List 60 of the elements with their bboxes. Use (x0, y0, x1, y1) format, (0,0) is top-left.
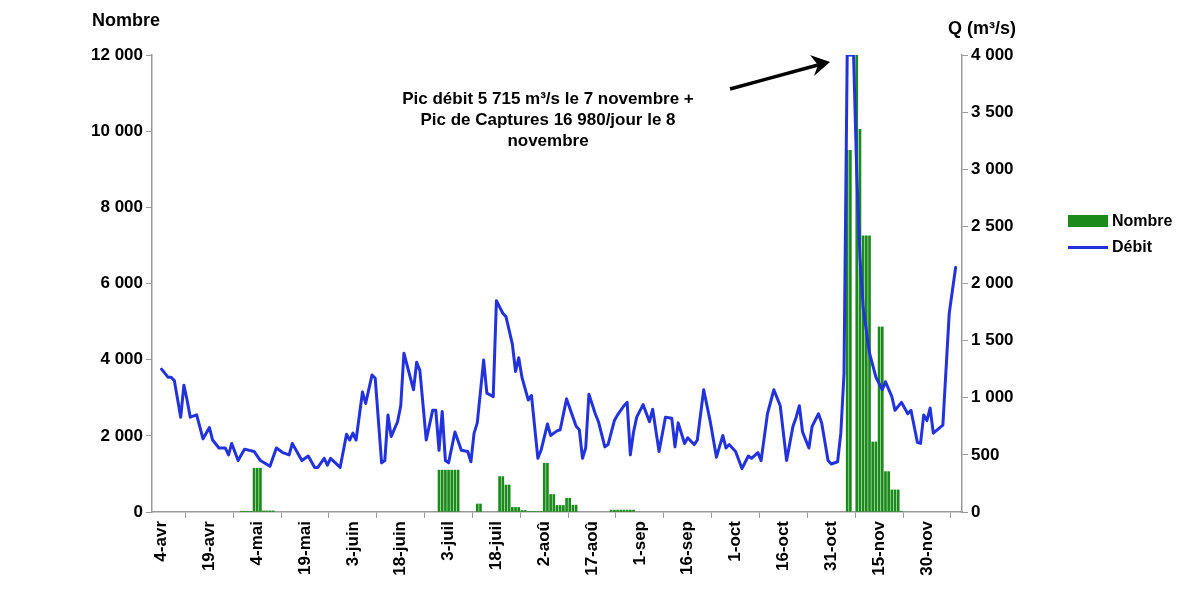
bar (542, 462, 546, 512)
y2-tick-label: 3 500 (971, 101, 1014, 121)
y2-tick-label: 1 000 (971, 387, 1014, 407)
x-tick-label: 31-oct (820, 520, 840, 572)
legend-label: Nombre (1112, 212, 1173, 230)
bar (609, 509, 613, 512)
bar (444, 469, 447, 512)
x-tick-label: 30-nov (916, 520, 936, 576)
bar (565, 497, 568, 512)
bar (568, 497, 572, 512)
x-tick-label: 2-aoû (533, 521, 553, 567)
x-tick-label: 4-mai (246, 521, 266, 566)
x-tick-label: 18-juin (390, 521, 410, 576)
y2-tick-label: 2 500 (971, 216, 1014, 236)
x-tick-label: 16-oct (773, 520, 793, 572)
bar (616, 509, 619, 512)
bar (887, 471, 890, 512)
bar (629, 509, 632, 512)
bar (868, 235, 871, 512)
bar (632, 509, 635, 512)
bar (501, 476, 505, 512)
y-tick-label: 2 000 (100, 425, 143, 445)
y-tick-label: 8 000 (100, 197, 143, 217)
bar (546, 462, 549, 512)
bar (552, 494, 556, 512)
bar (259, 467, 262, 512)
bar (475, 503, 479, 512)
x-tick-label: 3-juin (342, 521, 362, 567)
y2-tick-label: 1 500 (971, 330, 1014, 350)
legend-label: Débit (1112, 238, 1152, 256)
y2-tick-label: 2 000 (971, 273, 1014, 293)
x-tick-label: 1-oct (725, 520, 745, 562)
y2-tick-label: 0 (971, 501, 981, 521)
bar (498, 476, 501, 512)
y-tick-label: 10 000 (91, 120, 143, 140)
y2-tick-label: 4 000 (971, 44, 1014, 64)
y2-tick-label: 500 (971, 444, 1000, 464)
x-tick-label: 15-nov (868, 520, 888, 576)
x-tick-label: 19-avr (199, 520, 219, 572)
x-tick-label: 19-mai (294, 521, 314, 575)
bar (613, 509, 616, 512)
x-tick-label: 3-juil (438, 521, 458, 561)
x-tick-label: 4-avr (151, 520, 171, 562)
x-tick-label: 17-aoû (581, 521, 601, 576)
y-axis-title: Nombre (92, 10, 161, 31)
y2-axis-title: Q (m³/s) (948, 18, 1017, 39)
y-tick-label: 0 (133, 501, 143, 521)
bar (514, 507, 517, 512)
y2-tick-label: 3 000 (971, 158, 1014, 178)
bar (865, 235, 868, 512)
bar (479, 503, 482, 512)
bar (849, 149, 852, 512)
bar (447, 469, 450, 512)
annotation: Pic débit 5 715 m³/s le 7 novembre + Pic de Captures 16 980/jour le 8 novembre (401, 88, 695, 151)
x-tick-label: 18-juil (486, 521, 506, 571)
y-tick-label: 6 000 (100, 273, 143, 293)
y-tick-label: 4 000 (100, 349, 143, 369)
x-tick-label: 1-sep (629, 521, 649, 566)
y-tick-label: 12 000 (91, 44, 143, 64)
x-tick-label: 16-sep (677, 521, 697, 575)
